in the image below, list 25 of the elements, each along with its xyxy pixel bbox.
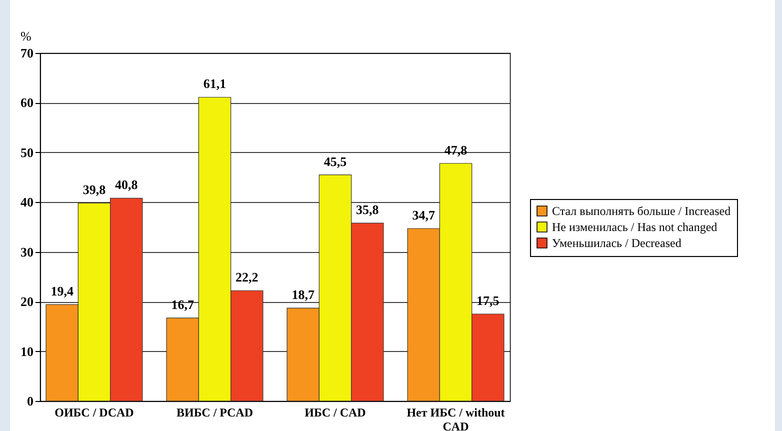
- x-tick-label: ИБС / CAD: [304, 406, 366, 420]
- y-tick-label: 20: [20, 294, 34, 310]
- y-axis-title: %: [20, 28, 32, 44]
- y-tick-label: 70: [20, 46, 34, 60]
- y-tick-label: 0: [27, 394, 34, 408]
- data-label: 40,8: [114, 177, 138, 192]
- x-tick-label: ВИБС / PCAD: [176, 406, 254, 420]
- data-label: 22,2: [236, 270, 258, 285]
- legend-label: Уменьшилась / Decreased: [552, 236, 682, 250]
- data-label: 34,7: [412, 207, 436, 222]
- data-label: 39,8: [82, 182, 106, 198]
- y-tick-label: 50: [20, 144, 34, 160]
- data-label: 45,5: [324, 154, 348, 169]
- data-label: 18,7: [292, 287, 315, 302]
- x-tick-label: Нет ИБС / without CAD: [406, 406, 505, 431]
- legend-label: Не изменилась / Has not changed: [552, 220, 718, 234]
- y-tick-label: 10: [20, 344, 34, 359]
- legend-label: Стал выполнять больше / Increased: [552, 204, 731, 218]
- y-tick-label: 60: [20, 95, 34, 110]
- data-label: 19,4: [50, 284, 74, 299]
- x-tick-label: ОИБС / DCAD: [54, 406, 134, 420]
- data-label: 61,1: [203, 76, 226, 92]
- y-tick-label: 30: [20, 244, 34, 260]
- y-tick-label: 40: [20, 194, 34, 210]
- data-label: 35,8: [356, 202, 380, 218]
